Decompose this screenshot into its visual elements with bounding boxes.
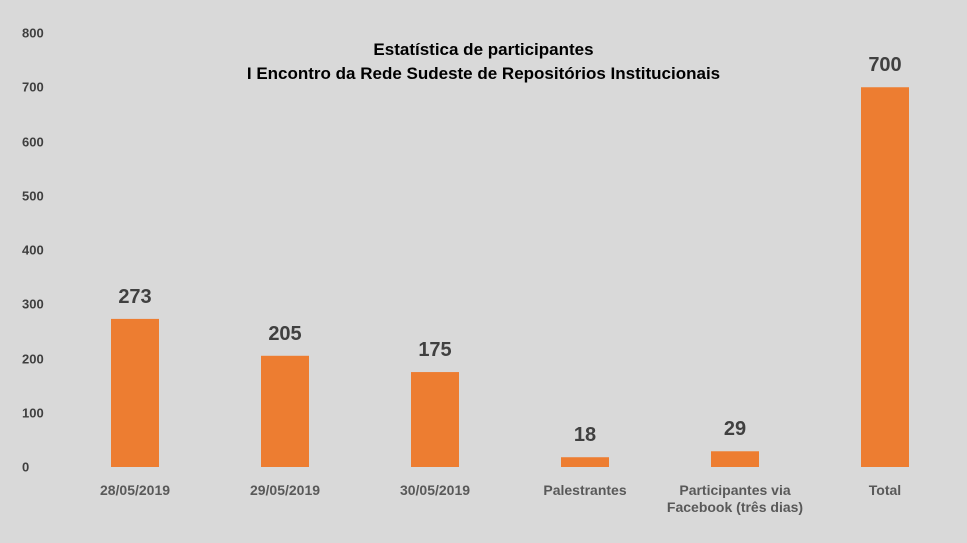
data-label: 273 xyxy=(118,285,152,308)
x-tick-label: Total xyxy=(868,482,902,498)
data-label: 205 xyxy=(268,322,302,345)
bar xyxy=(861,87,909,467)
x-tick-label: Participantes via Facebook (três dias) xyxy=(666,482,804,515)
y-tick-label: 100 xyxy=(22,405,44,421)
x-tick-label: 28/05/2019 xyxy=(99,482,171,498)
y-tick-label: 800 xyxy=(22,25,44,41)
bar xyxy=(111,318,159,467)
y-tick-label: 500 xyxy=(22,188,44,204)
data-label: 18 xyxy=(573,424,597,447)
y-tick-label: 300 xyxy=(22,296,44,312)
y-tick-label: 200 xyxy=(22,351,44,366)
data-label: 29 xyxy=(723,418,747,441)
y-tick-label: 0 xyxy=(22,459,30,475)
data-label: 175 xyxy=(418,339,452,362)
x-tick-label: Palestrantes xyxy=(543,482,627,498)
y-tick-label: 700 xyxy=(22,79,44,95)
chart-title: Estatística de participantes xyxy=(373,40,594,59)
bar xyxy=(411,372,459,467)
chart-subtitle: I Encontro da Rede Sudeste de Repositóri… xyxy=(246,64,721,83)
bar xyxy=(561,457,609,467)
data-label: 700 xyxy=(868,54,902,77)
y-tick-label: 400 xyxy=(22,242,44,258)
x-tick-label: 30/05/2019 xyxy=(399,482,471,498)
x-tick-label: 29/05/2019 xyxy=(249,482,321,498)
bar xyxy=(711,451,759,467)
y-tick-label: 600 xyxy=(22,134,44,149)
bar xyxy=(261,355,309,467)
